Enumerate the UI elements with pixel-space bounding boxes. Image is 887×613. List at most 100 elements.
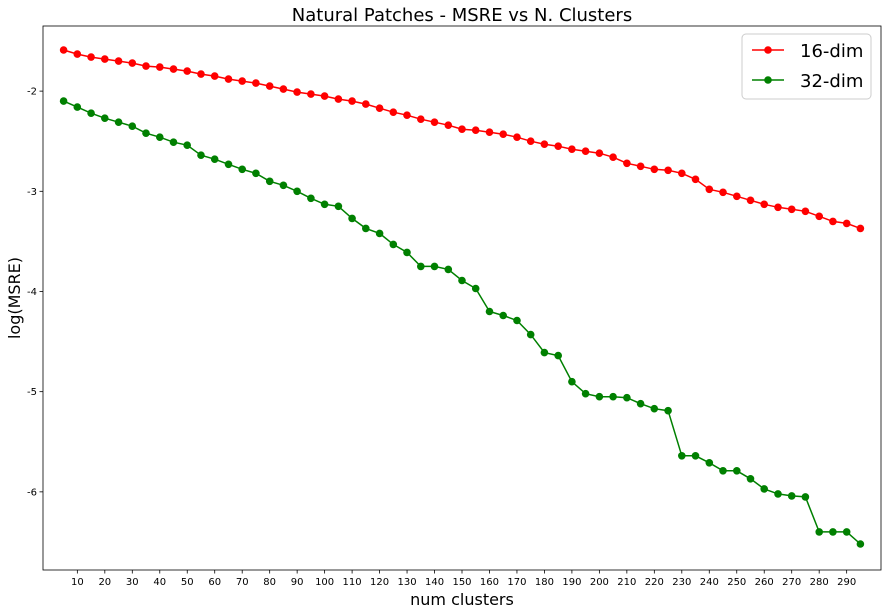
data-point-32-dim <box>678 452 686 460</box>
data-point-32-dim <box>73 103 82 111</box>
data-point-16-dim <box>623 159 631 168</box>
data-point-16-dim <box>279 85 288 93</box>
data-point-32-dim <box>664 406 672 415</box>
x-tick-label: 110 <box>343 577 362 588</box>
data-point-16-dim <box>609 153 617 161</box>
data-point-32-dim <box>375 229 384 238</box>
data-point-32-dim <box>829 528 837 536</box>
data-point-32-dim <box>169 138 178 146</box>
x-tick-label: 150 <box>452 577 471 588</box>
x-tick-label: 120 <box>370 577 389 588</box>
data-point-32-dim <box>581 389 590 398</box>
data-point-16-dim <box>760 200 768 209</box>
data-point-32-dim <box>499 311 508 320</box>
data-point-16-dim <box>73 50 82 58</box>
x-tick-label: 170 <box>507 577 526 588</box>
data-point-16-dim <box>691 175 700 184</box>
legend-label-16-dim: 16-dim <box>800 41 863 62</box>
data-point-32-dim <box>265 177 274 186</box>
data-point-32-dim <box>238 165 246 174</box>
x-tick-label: 140 <box>425 577 444 588</box>
data-point-16-dim <box>293 88 301 96</box>
legend-label-32-dim: 32-dim <box>800 71 863 92</box>
y-tick-label: -4 <box>27 287 37 298</box>
data-point-16-dim <box>265 82 274 90</box>
x-tick-label: 130 <box>398 577 417 588</box>
data-point-32-dim <box>540 348 549 357</box>
data-point-16-dim <box>815 212 823 221</box>
data-point-32-dim <box>485 307 494 316</box>
data-point-32-dim <box>554 351 562 360</box>
x-tick-label: 280 <box>810 577 829 588</box>
x-tick-label: 210 <box>617 577 636 588</box>
data-point-16-dim <box>664 166 672 175</box>
y-tick-label: -2 <box>27 87 37 98</box>
data-point-16-dim <box>430 118 439 126</box>
x-tick-label: 20 <box>98 577 111 588</box>
data-point-16-dim <box>774 203 782 212</box>
data-point-16-dim <box>705 185 714 194</box>
chart-title: Natural Patches - MSRE vs N. Clusters <box>292 5 632 26</box>
data-point-32-dim <box>691 452 700 460</box>
data-point-32-dim <box>650 404 659 413</box>
data-point-16-dim <box>856 224 865 233</box>
x-tick-label: 200 <box>590 577 609 588</box>
data-point-16-dim <box>499 130 508 138</box>
data-point-32-dim <box>417 262 425 271</box>
data-point-16-dim <box>142 62 150 70</box>
x-tick-label: 250 <box>727 577 746 588</box>
data-point-16-dim <box>183 67 191 75</box>
data-point-16-dim <box>733 192 741 201</box>
data-point-16-dim <box>417 115 425 123</box>
data-point-32-dim <box>609 392 617 401</box>
data-point-32-dim <box>842 528 851 536</box>
x-tick-label: 100 <box>315 577 334 588</box>
data-point-32-dim <box>856 540 865 548</box>
data-point-32-dim <box>224 160 233 169</box>
data-point-16-dim <box>568 145 576 153</box>
data-point-32-dim <box>156 133 164 141</box>
data-point-32-dim <box>101 114 109 122</box>
plot-frame <box>42 25 882 571</box>
data-point-16-dim <box>320 92 329 100</box>
series-layer <box>59 46 865 548</box>
data-point-16-dim <box>307 90 315 98</box>
data-point-16-dim <box>513 133 521 141</box>
data-point-16-dim <box>101 55 109 63</box>
x-tick-label: 290 <box>837 577 856 588</box>
legend-marker-32-dim <box>764 76 772 84</box>
data-point-16-dim <box>169 65 178 73</box>
data-point-16-dim <box>252 79 260 87</box>
data-point-16-dim <box>801 207 810 216</box>
y-tick-label: -6 <box>27 487 37 498</box>
data-point-16-dim <box>444 121 453 129</box>
y-axis-label: log(MSRE) <box>5 257 24 339</box>
x-tick-label: 50 <box>181 577 194 588</box>
data-point-16-dim <box>471 126 480 134</box>
data-point-16-dim <box>650 165 659 174</box>
x-tick-label: 270 <box>782 577 801 588</box>
x-tick-label: 240 <box>700 577 719 588</box>
data-point-32-dim <box>719 467 727 475</box>
data-point-32-dim <box>403 248 411 257</box>
data-point-16-dim <box>210 72 219 80</box>
data-point-32-dim <box>197 151 205 159</box>
data-point-16-dim <box>128 59 137 67</box>
x-tick-label: 40 <box>153 577 166 588</box>
x-tick-label: 80 <box>263 577 276 588</box>
data-point-32-dim <box>210 155 219 163</box>
x-tick-label: 180 <box>535 577 554 588</box>
data-point-32-dim <box>787 492 796 500</box>
data-point-16-dim <box>581 147 590 155</box>
data-point-32-dim <box>623 393 631 402</box>
data-point-16-dim <box>554 142 562 150</box>
legend-marker-16-dim <box>764 46 772 54</box>
y-tick-label: -5 <box>27 387 37 398</box>
x-tick-label: 70 <box>236 577 249 588</box>
data-point-32-dim <box>334 202 343 211</box>
x-tick-label: 10 <box>71 577 84 588</box>
x-tick-label: 260 <box>755 577 774 588</box>
data-point-16-dim <box>375 104 384 112</box>
